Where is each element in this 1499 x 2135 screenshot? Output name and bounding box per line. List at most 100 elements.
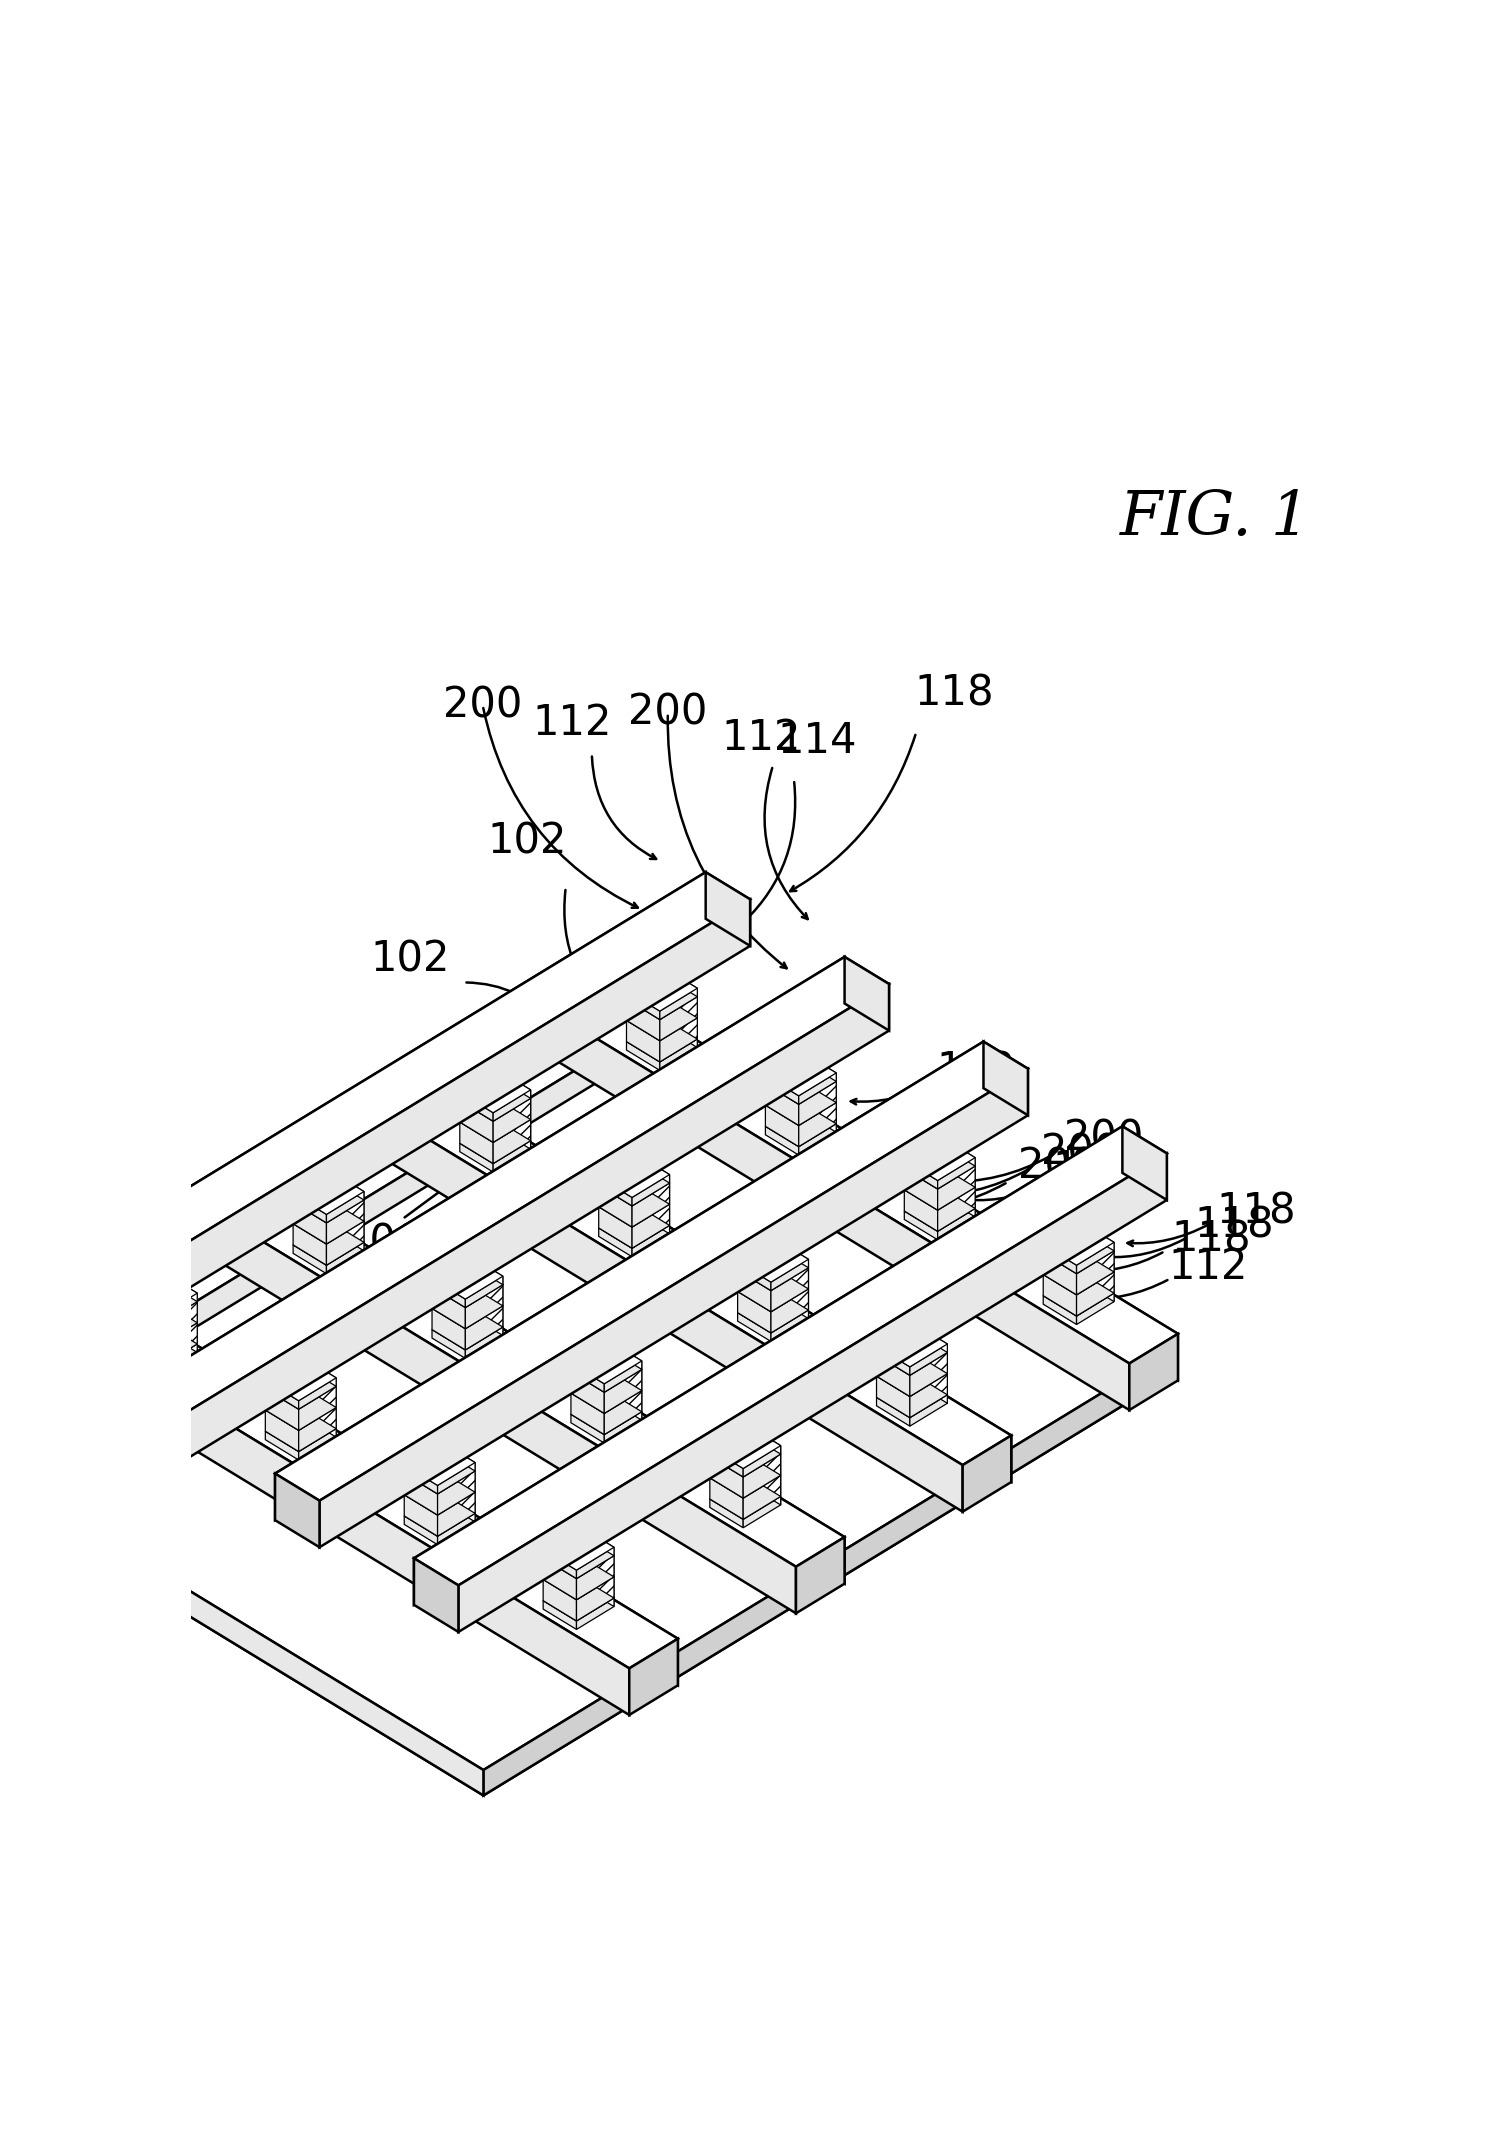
Polygon shape bbox=[294, 1223, 327, 1266]
Polygon shape bbox=[219, 1215, 796, 1614]
Polygon shape bbox=[636, 1155, 670, 1183]
Polygon shape bbox=[983, 1042, 1028, 1114]
Polygon shape bbox=[601, 982, 1178, 1381]
Polygon shape bbox=[636, 1185, 670, 1225]
Polygon shape bbox=[126, 1304, 160, 1345]
Polygon shape bbox=[387, 1114, 962, 1512]
Polygon shape bbox=[553, 982, 601, 1059]
Polygon shape bbox=[910, 1373, 947, 1418]
Polygon shape bbox=[0, 1042, 1150, 1770]
Polygon shape bbox=[438, 1492, 475, 1537]
Polygon shape bbox=[432, 1307, 502, 1349]
Polygon shape bbox=[126, 1281, 198, 1324]
Text: 200: 200 bbox=[1064, 1119, 1144, 1159]
Text: 114: 114 bbox=[778, 719, 857, 762]
Polygon shape bbox=[766, 1085, 799, 1125]
Polygon shape bbox=[102, 1287, 678, 1685]
Polygon shape bbox=[609, 1341, 642, 1369]
Polygon shape bbox=[298, 1386, 336, 1430]
Polygon shape bbox=[298, 1377, 336, 1409]
Polygon shape bbox=[627, 976, 697, 1021]
Polygon shape bbox=[627, 1042, 660, 1070]
Polygon shape bbox=[706, 873, 750, 946]
Polygon shape bbox=[52, 1287, 678, 1667]
Polygon shape bbox=[265, 1409, 336, 1452]
Polygon shape bbox=[775, 1247, 808, 1290]
Polygon shape bbox=[962, 1435, 1012, 1512]
Polygon shape bbox=[265, 1388, 336, 1430]
Polygon shape bbox=[160, 1324, 198, 1366]
Polygon shape bbox=[766, 1053, 836, 1095]
Polygon shape bbox=[405, 1473, 438, 1516]
Polygon shape bbox=[938, 1187, 976, 1232]
Polygon shape bbox=[1043, 1221, 1114, 1266]
Polygon shape bbox=[498, 1100, 531, 1140]
Polygon shape bbox=[52, 1317, 630, 1714]
Polygon shape bbox=[469, 1285, 502, 1328]
Polygon shape bbox=[414, 1559, 459, 1631]
Polygon shape bbox=[627, 967, 697, 1012]
Polygon shape bbox=[432, 1285, 502, 1328]
Polygon shape bbox=[432, 1264, 502, 1307]
Polygon shape bbox=[465, 1277, 502, 1307]
Polygon shape bbox=[766, 1127, 799, 1155]
Polygon shape bbox=[493, 1097, 531, 1142]
Text: 112: 112 bbox=[1169, 1247, 1249, 1287]
Polygon shape bbox=[414, 1127, 1166, 1586]
Polygon shape bbox=[799, 1074, 836, 1104]
Polygon shape bbox=[738, 1270, 770, 1311]
Polygon shape bbox=[877, 1396, 910, 1426]
Polygon shape bbox=[160, 1343, 198, 1375]
Polygon shape bbox=[598, 1164, 670, 1206]
Polygon shape bbox=[914, 1332, 947, 1373]
Polygon shape bbox=[265, 1409, 298, 1452]
Polygon shape bbox=[766, 1104, 836, 1146]
Polygon shape bbox=[432, 1287, 465, 1328]
Polygon shape bbox=[469, 1264, 502, 1307]
Polygon shape bbox=[904, 1168, 938, 1211]
Polygon shape bbox=[910, 1343, 947, 1375]
Polygon shape bbox=[877, 1375, 947, 1418]
Polygon shape bbox=[0, 1304, 42, 1377]
Polygon shape bbox=[598, 1155, 670, 1198]
Polygon shape bbox=[405, 1492, 475, 1537]
Polygon shape bbox=[414, 1127, 1123, 1606]
Polygon shape bbox=[0, 873, 706, 1351]
Polygon shape bbox=[543, 1556, 615, 1599]
Polygon shape bbox=[432, 1330, 465, 1358]
Polygon shape bbox=[609, 1349, 642, 1390]
Polygon shape bbox=[748, 1475, 781, 1505]
Polygon shape bbox=[303, 1366, 336, 1407]
Polygon shape bbox=[274, 1473, 319, 1548]
Polygon shape bbox=[294, 1193, 327, 1223]
Polygon shape bbox=[136, 956, 889, 1416]
Polygon shape bbox=[711, 1477, 744, 1520]
Polygon shape bbox=[738, 1238, 808, 1283]
Polygon shape bbox=[1081, 1221, 1114, 1251]
Polygon shape bbox=[877, 1377, 910, 1418]
Polygon shape bbox=[738, 1268, 808, 1311]
Polygon shape bbox=[442, 1492, 475, 1522]
Polygon shape bbox=[938, 1157, 976, 1189]
Polygon shape bbox=[604, 1411, 642, 1443]
Polygon shape bbox=[543, 1559, 577, 1599]
Polygon shape bbox=[432, 1309, 465, 1349]
Polygon shape bbox=[766, 1061, 836, 1104]
Polygon shape bbox=[571, 1413, 604, 1443]
Polygon shape bbox=[405, 1443, 475, 1486]
Polygon shape bbox=[580, 1556, 615, 1599]
Polygon shape bbox=[571, 1364, 604, 1392]
Polygon shape bbox=[627, 997, 697, 1040]
Polygon shape bbox=[442, 1471, 475, 1514]
Polygon shape bbox=[904, 1189, 976, 1232]
Polygon shape bbox=[711, 1426, 781, 1469]
Polygon shape bbox=[914, 1375, 947, 1403]
Polygon shape bbox=[493, 1119, 531, 1164]
Polygon shape bbox=[1043, 1245, 1076, 1275]
Polygon shape bbox=[571, 1392, 642, 1435]
Polygon shape bbox=[1043, 1275, 1076, 1315]
Polygon shape bbox=[938, 1208, 976, 1240]
Polygon shape bbox=[405, 1471, 475, 1516]
Polygon shape bbox=[748, 1426, 781, 1454]
Polygon shape bbox=[914, 1324, 947, 1351]
